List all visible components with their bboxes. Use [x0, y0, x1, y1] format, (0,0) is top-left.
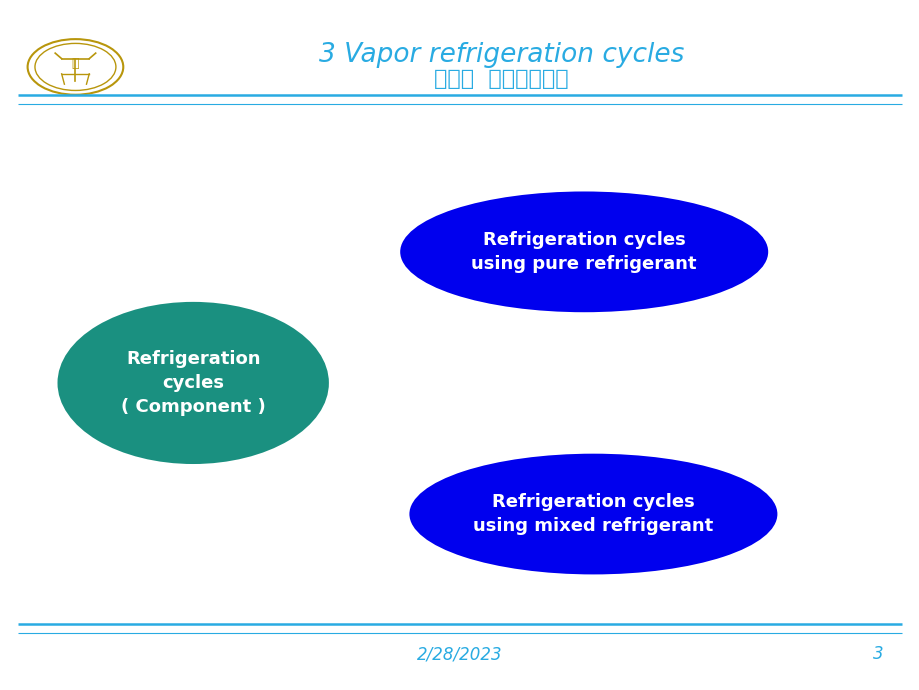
Text: Refrigeration
cycles
( Component ): Refrigeration cycles ( Component )	[120, 351, 266, 415]
Text: 3: 3	[872, 645, 883, 663]
Ellipse shape	[57, 302, 329, 464]
Ellipse shape	[400, 191, 767, 312]
Ellipse shape	[409, 454, 777, 574]
Text: 2/28/2023: 2/28/2023	[416, 645, 503, 663]
Text: Refrigeration cycles
using pure refrigerant: Refrigeration cycles using pure refriger…	[471, 231, 697, 273]
Text: 第三章  蒸汽制冷循环: 第三章 蒸汽制冷循环	[434, 69, 568, 88]
Text: Refrigeration cycles
using mixed refrigerant: Refrigeration cycles using mixed refrige…	[472, 493, 713, 535]
Text: 3 Vapor refrigeration cycles: 3 Vapor refrigeration cycles	[318, 42, 684, 68]
Text: ꒰: ꒰	[72, 57, 79, 70]
